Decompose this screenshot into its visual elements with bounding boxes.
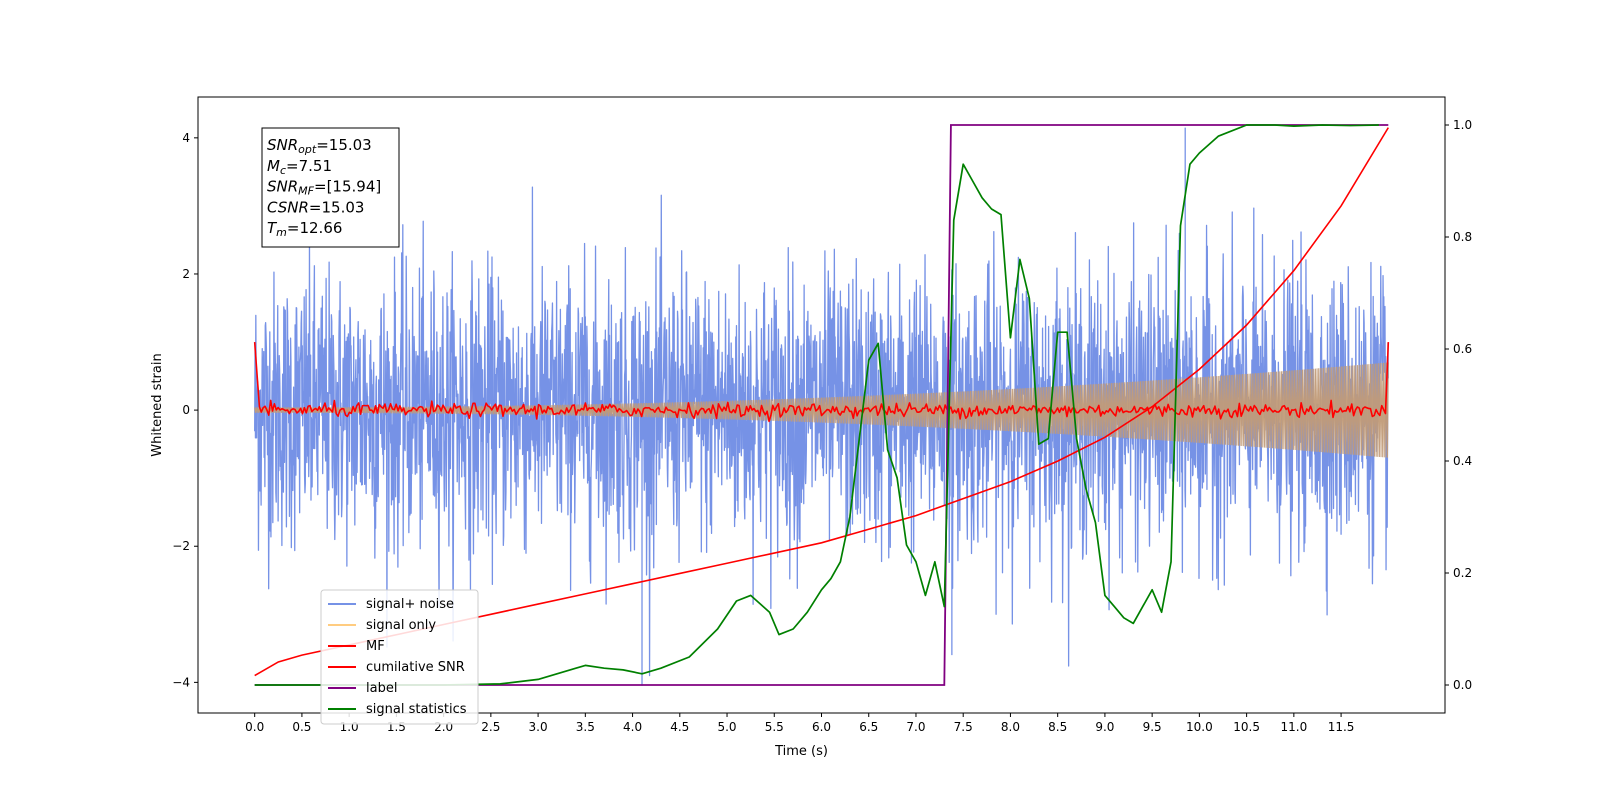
x-tick-label: 3.0 [529, 720, 548, 734]
x-tick-label: 8.0 [1001, 720, 1020, 734]
y2-tick-label: 0.2 [1453, 566, 1472, 580]
x-axis-title: Time (s) [774, 744, 828, 759]
x-tick-label: 11.0 [1280, 720, 1307, 734]
x-tick-label: 8.5 [1048, 720, 1067, 734]
annotation-line: Mc=7.51 [267, 157, 332, 177]
x-tick-label: 11.5 [1328, 720, 1355, 734]
y2-tick-label: 1.0 [1453, 118, 1472, 132]
x-tick-label: 5.5 [765, 720, 784, 734]
y-tick-label: 0 [182, 403, 190, 417]
x-tick-label: 10.5 [1233, 720, 1260, 734]
x-tick-label: 4.5 [670, 720, 689, 734]
y-axis-left: −4 −2 0 2 4 [172, 131, 198, 689]
x-tick-label: 0.5 [292, 720, 311, 734]
annotation-line: CSNR=15.03 [267, 198, 364, 216]
y-axis-title: Whitened strain [150, 353, 165, 456]
y-tick-label: 2 [182, 267, 190, 281]
y2-tick-label: 0.4 [1453, 454, 1472, 468]
x-tick-label: 2.5 [481, 720, 500, 734]
y2-tick-label: 0.0 [1453, 678, 1472, 692]
x-tick-label: 9.0 [1095, 720, 1114, 734]
x-tick-label: 7.0 [906, 720, 925, 734]
x-tick-label: 4.0 [623, 720, 642, 734]
legend-entry: cumilative SNR [366, 660, 465, 675]
annotation-line: SNRopt=15.03 [267, 136, 372, 156]
legend-entry: signal statistics [366, 702, 467, 717]
legend-entry: MF [366, 639, 385, 654]
x-tick-label: 6.5 [859, 720, 878, 734]
y-tick-label: 4 [182, 131, 190, 145]
y2-tick-label: 0.8 [1453, 230, 1472, 244]
y-tick-label: −2 [172, 539, 190, 553]
annotation-frame [261, 127, 400, 248]
x-tick-label: 0.0 [245, 720, 264, 734]
y-tick-label: −4 [172, 675, 190, 689]
legend: signal+ noise signal only MF cumilative SNR… [320, 589, 479, 725]
annotation-line: Tm=12.66 [267, 219, 342, 239]
annotation-box: SNRopt=15.03Mc=7.51SNRMF=[15.94]CSNR=15.… [261, 127, 400, 248]
legend-entry: signal only [366, 618, 436, 633]
legend-entry: label [366, 681, 397, 696]
annotation-line: SNRMF=[15.94] [267, 178, 381, 198]
x-tick-label: 10.0 [1186, 720, 1213, 734]
x-tick-label: 5.0 [717, 720, 736, 734]
x-tick-label: 3.5 [576, 720, 595, 734]
series-signal-statistics [254, 124, 1379, 686]
series-label [254, 124, 1389, 686]
x-tick-label: 6.0 [812, 720, 831, 734]
series-mf [253, 341, 1390, 423]
x-tick-label: 7.5 [954, 720, 973, 734]
legend-frame [320, 589, 479, 725]
legend-entry: signal+ noise [366, 597, 454, 612]
y-axis-right: 0.0 0.2 0.4 0.6 0.8 1.0 [1445, 118, 1472, 692]
y2-tick-label: 0.6 [1453, 342, 1472, 356]
x-tick-label: 9.5 [1143, 720, 1162, 734]
series-signal-only [254, 362, 1389, 458]
